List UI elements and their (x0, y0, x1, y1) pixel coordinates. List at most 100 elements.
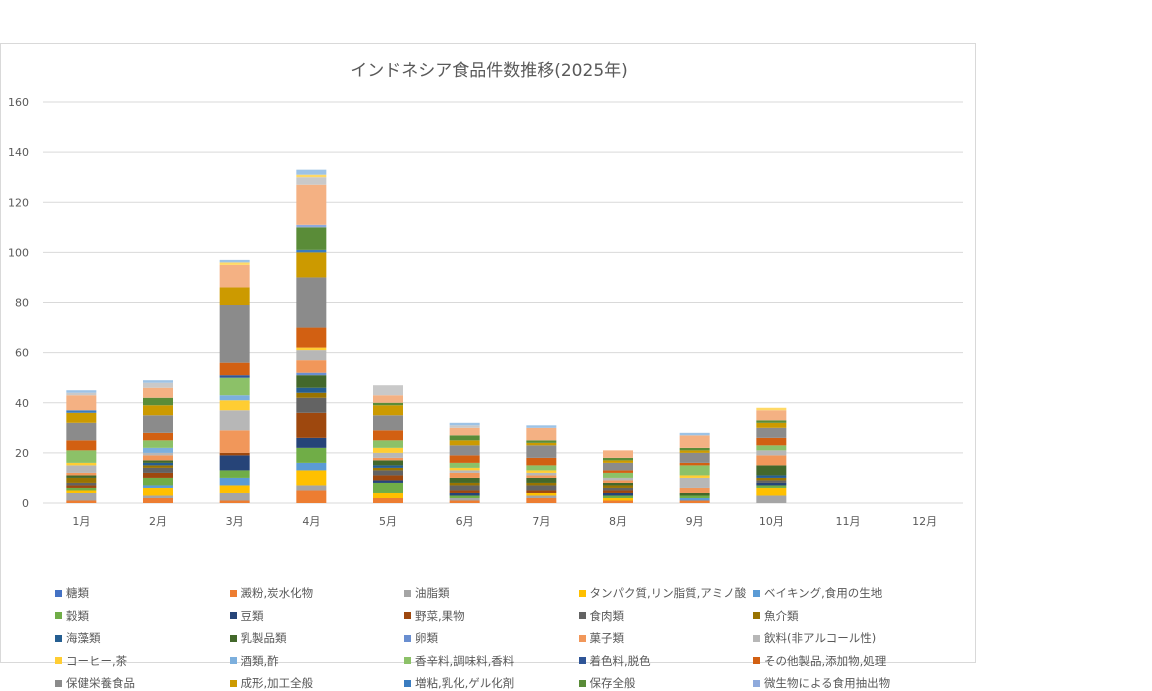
bar-segment (373, 447, 403, 453)
bar-segment (219, 400, 250, 411)
bar-segment (756, 455, 787, 466)
bar-segment (449, 445, 480, 456)
bar-segment (756, 477, 787, 481)
bar-stack (756, 407, 787, 503)
x-tick-label: 7月 (532, 515, 550, 528)
bar-segment (296, 412, 327, 438)
bar-segment (756, 475, 787, 478)
legend-swatch (753, 634, 760, 642)
legend-swatch (55, 612, 62, 619)
x-axis-ticks: 1月 2月 3月 4月 5月 6月 7月 8月 9月 10月 11月 12月 (72, 515, 937, 528)
bar-segment (66, 475, 97, 478)
legend-label: 豆類 (240, 608, 264, 623)
legend-item: 増粘,乳化,ゲル化剤 (404, 675, 514, 691)
legend-label: 保存全般 (589, 676, 636, 690)
y-tick-label: 160 (8, 96, 29, 109)
bar-segment (449, 477, 480, 483)
bar-segment (526, 477, 557, 483)
legend-swatch (578, 657, 586, 664)
bar-segment (66, 482, 97, 486)
bar-segment (526, 445, 557, 458)
legend-swatch (55, 657, 62, 664)
legend-label: ベイキング,食用の生地 (764, 586, 883, 600)
bar-segment (756, 487, 787, 496)
gridlines (43, 101, 963, 504)
bar-segment (756, 407, 787, 411)
legend-item: その他製品,添加物,処理 (753, 653, 886, 669)
bar-segment (219, 287, 250, 306)
legend-swatch (404, 679, 411, 687)
bar-segment (143, 397, 173, 406)
bar-segment (66, 492, 97, 501)
bar-segment (296, 470, 327, 486)
legend-item: 着色料,脱色 (578, 653, 651, 669)
legend-item: 保存全般 (578, 675, 636, 691)
bar-segment (296, 437, 327, 448)
bar-segment (219, 375, 250, 378)
bar-segment (66, 490, 97, 493)
bar-segment (296, 375, 327, 388)
bar-segment (296, 224, 327, 228)
bar-segment (66, 392, 97, 396)
bar-segment (143, 467, 173, 473)
bar-segment (296, 347, 327, 351)
x-tick-label: 10月 (759, 515, 784, 528)
bar-segment (603, 450, 633, 458)
bar-segment (449, 497, 480, 501)
bar-segment (373, 467, 403, 471)
bar-segment (296, 490, 327, 503)
bar-segment (296, 360, 327, 373)
legend-item: コーヒー,茶 (55, 653, 127, 669)
legend-item: 微生物による食用抽出物 (753, 675, 890, 691)
legend-item: 成形,加工全般 (229, 675, 313, 691)
legend-item: 野菜,果物 (404, 608, 465, 624)
bar-segment (219, 362, 250, 376)
bar-segment (449, 482, 480, 486)
bar-segment (296, 252, 327, 278)
bar-segment (373, 440, 403, 448)
bar-segment (66, 472, 97, 476)
legend-label: 酒類,酢 (240, 653, 279, 668)
bar-segment (219, 455, 250, 471)
bar-segment (66, 390, 97, 393)
bar-segment (526, 465, 557, 471)
legend-label: 卵類 (415, 631, 438, 645)
legend-item: 酒類,酢 (229, 653, 279, 669)
bar-segment (296, 485, 327, 491)
x-tick-label: 9月 (686, 515, 704, 528)
bar-segment (296, 372, 327, 376)
legend-swatch (404, 657, 411, 664)
bar-segment (143, 405, 173, 416)
bar-stack (679, 432, 710, 503)
bar-segment (296, 462, 327, 471)
bar-segment (373, 497, 403, 503)
bar-segment (449, 470, 480, 473)
bar-segment (756, 437, 787, 446)
legend-swatch (753, 589, 760, 597)
x-tick-label: 4月 (302, 515, 320, 528)
legend-swatch (578, 589, 586, 597)
legend-item: 菓子類 (578, 630, 624, 646)
bar-segment (296, 397, 327, 413)
bar-segment (373, 475, 403, 481)
bar-stack (526, 425, 557, 503)
bar-segment (219, 264, 250, 288)
bar-segment (603, 477, 633, 481)
bar-segment (219, 452, 250, 456)
bar-stack (66, 390, 97, 503)
bar-segment (143, 497, 173, 503)
legend-swatch (55, 634, 62, 642)
legend-item: 飲料(非アルコール性) (753, 630, 876, 646)
bar-segment (679, 497, 710, 501)
bar-stack (373, 385, 403, 503)
bar-segment (679, 465, 710, 476)
bar-segment (756, 482, 787, 486)
bar-segment (526, 425, 557, 428)
legend-item: 保健栄養食品 (55, 675, 135, 691)
y-tick-label: 140 (8, 146, 29, 159)
bar-segment (526, 457, 557, 466)
bar-segment (143, 452, 173, 456)
legend-item: 糖類 (55, 585, 89, 601)
bar-stack (603, 450, 633, 503)
bar-segment (373, 460, 403, 466)
